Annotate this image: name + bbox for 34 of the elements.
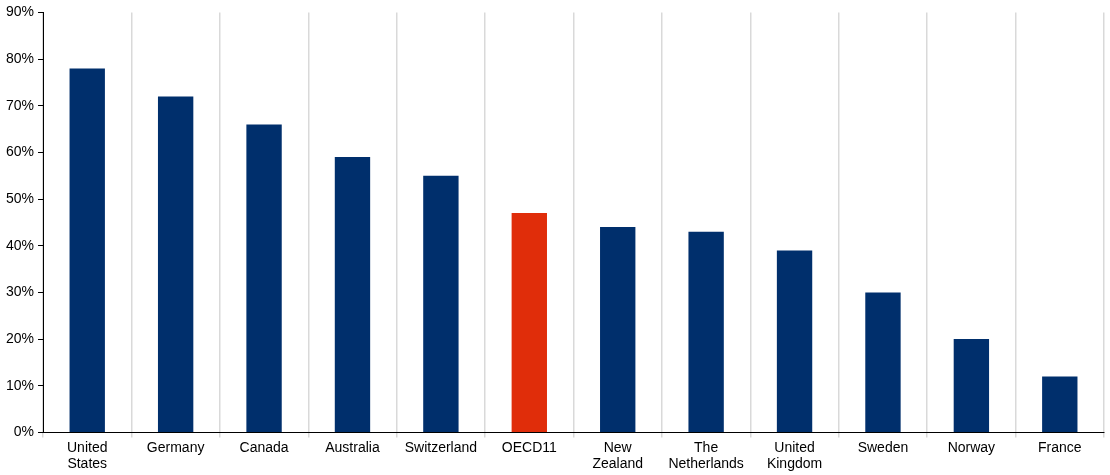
bar [688,231,724,432]
y-tick-label: 90% [5,3,35,20]
bar [865,292,901,432]
y-tick-label: 60% [5,143,35,160]
y-tick-label: 30% [5,283,35,300]
x-tick-label: New Zealand [592,438,644,472]
y-tick-label: 40% [5,236,35,253]
x-tick-label: Norway [947,438,996,455]
x-tick-label: The Netherlands [668,438,744,472]
y-tick-label: 80% [5,49,35,66]
x-tick-label: France [1038,438,1082,455]
bar [600,227,636,432]
bar [157,96,194,432]
bar [334,157,371,432]
x-tick-label: United Kingdom [766,438,823,472]
y-tick-label: 10% [5,376,35,393]
y-tick-label: 50% [5,189,35,206]
x-tick-label: Canada [239,438,289,455]
bar [776,250,813,432]
x-tick-label: OECD11 [501,438,558,455]
x-tick-label: Germany [146,438,205,455]
x-tick-label: United States [66,438,108,472]
y-tick-label: 0% [13,423,35,440]
bar [953,339,990,432]
bar [1042,376,1078,432]
bar [511,213,547,432]
x-tick-label: Switzerland [404,438,478,455]
bar [69,68,105,432]
bar [423,175,459,432]
y-tick-label: 70% [5,96,35,113]
x-tick-label: Australia [325,438,380,455]
bar [246,124,282,432]
y-tick-label: 20% [5,329,35,346]
x-tick-label: Sweden [857,438,909,455]
